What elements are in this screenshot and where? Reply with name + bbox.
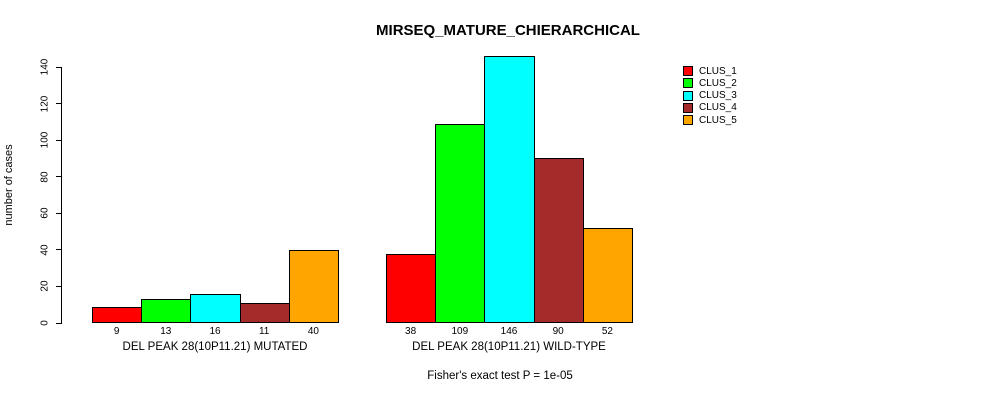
legend-color-swatch (683, 102, 693, 113)
legend-label: CLUS_2 (699, 77, 737, 89)
y-tick-mark (56, 212, 61, 214)
y-tick-mark (56, 322, 61, 324)
bar-value-label: 13 (160, 326, 172, 337)
legend-label: CLUS_1 (699, 65, 737, 77)
bar-value-label: 40 (307, 326, 319, 337)
bar-clus_2-group2 (435, 123, 486, 323)
y-tick-label: 100 (39, 131, 51, 149)
legend-color-swatch (683, 115, 693, 126)
y-tick-mark (56, 285, 61, 287)
bar-value-label: 90 (552, 326, 564, 337)
y-axis-line (61, 67, 62, 324)
bar-value-label: 9 (113, 326, 120, 337)
bar-clus_1-group2 (386, 253, 437, 323)
y-tick-label: 40 (39, 244, 51, 256)
y-tick-label: 120 (39, 95, 51, 112)
y-tick-label: 0 (39, 320, 51, 326)
legend-label: CLUS_5 (699, 114, 737, 126)
bar-clus_3-group2 (484, 56, 535, 323)
bar-clus_4-group2 (533, 158, 584, 323)
y-axis-label: number of cases (3, 144, 15, 226)
y-tick-label: 80 (39, 171, 51, 183)
annotation-text: Fisher's exact test P = 1e-05 (427, 370, 573, 382)
bar-clus_4-group1 (239, 302, 290, 323)
bar-clus_3-group1 (190, 293, 241, 323)
bar-clus_5-group1 (288, 249, 339, 323)
y-tick-mark (56, 176, 61, 178)
legend-label: CLUS_4 (699, 102, 737, 114)
x-category-label: DEL PEAK 28(10P11.21) MUTATED (122, 341, 308, 353)
legend-label: CLUS_3 (699, 90, 737, 102)
legend-entry-clus_3: CLUS_3 (683, 90, 737, 102)
bar-value-label: 52 (601, 326, 613, 337)
bar-value-label: 38 (405, 326, 417, 337)
legend-entry-clus_5: CLUS_5 (683, 114, 737, 126)
y-tick-mark (56, 249, 61, 251)
y-tick-mark (56, 139, 61, 141)
bar-value-label: 109 (451, 326, 469, 337)
legend-color-swatch (683, 90, 693, 101)
y-tick-mark (56, 66, 61, 68)
bar-value-label: 146 (500, 326, 518, 337)
legend-color-swatch (683, 66, 693, 76)
chart-title: MIRSEQ_MATURE_CHIERARCHICAL (376, 22, 640, 39)
y-tick-mark (56, 103, 61, 105)
y-tick-label: 60 (39, 207, 51, 219)
bar-clus_5-group2 (582, 227, 633, 323)
bar-value-label: 16 (209, 326, 221, 337)
legend: CLUS_1 CLUS_2 CLUS_3 CLUS_4 CLUS_5 (683, 66, 737, 127)
legend-entry-clus_1: CLUS_1 (683, 65, 737, 77)
legend-color-swatch (683, 78, 693, 89)
legend-entry-clus_4: CLUS_4 (683, 102, 737, 114)
bar-value-label: 11 (258, 326, 270, 337)
y-tick-label: 140 (39, 58, 51, 76)
y-tick-label: 20 (39, 280, 51, 292)
x-category-label: DEL PEAK 28(10P11.21) WILD-TYPE (412, 341, 606, 353)
bar-clus_2-group1 (141, 299, 192, 323)
bar-clus_1-group1 (92, 306, 143, 323)
legend-entry-clus_2: CLUS_2 (683, 77, 737, 89)
